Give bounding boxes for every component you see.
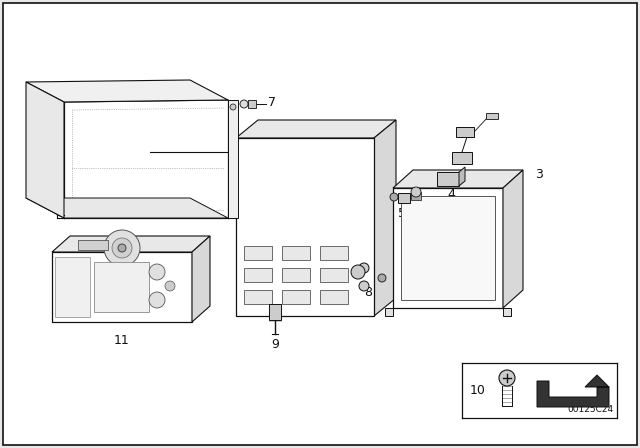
Bar: [78, 240, 108, 250]
Polygon shape: [26, 82, 64, 218]
Text: 6: 6: [412, 206, 420, 219]
Polygon shape: [398, 193, 410, 203]
Polygon shape: [459, 167, 465, 186]
Circle shape: [411, 187, 421, 197]
Bar: [52, 252, 192, 322]
Circle shape: [230, 104, 236, 110]
Text: 4: 4: [447, 188, 455, 201]
Text: 7: 7: [268, 95, 276, 108]
Bar: [282, 290, 310, 304]
Bar: [244, 290, 272, 304]
Polygon shape: [26, 80, 228, 102]
Text: 10: 10: [470, 383, 486, 396]
Polygon shape: [374, 120, 396, 316]
Circle shape: [118, 244, 126, 252]
Bar: [55, 257, 90, 317]
Text: 11: 11: [114, 333, 130, 346]
Bar: [236, 138, 374, 316]
Circle shape: [359, 263, 369, 273]
Polygon shape: [452, 152, 472, 164]
Bar: [244, 268, 272, 282]
Text: 3: 3: [535, 168, 543, 181]
Polygon shape: [503, 170, 523, 308]
Polygon shape: [456, 127, 474, 137]
Circle shape: [359, 281, 369, 291]
Polygon shape: [411, 192, 421, 200]
Polygon shape: [269, 304, 281, 320]
Text: 8: 8: [364, 285, 372, 298]
Bar: [393, 188, 503, 308]
Bar: [94, 262, 149, 312]
Bar: [244, 246, 272, 260]
Bar: [320, 246, 348, 260]
Polygon shape: [236, 120, 396, 138]
Bar: [282, 268, 310, 282]
Polygon shape: [393, 170, 523, 188]
Circle shape: [104, 230, 140, 266]
Circle shape: [240, 100, 248, 108]
Circle shape: [165, 281, 175, 291]
Circle shape: [351, 265, 365, 279]
Polygon shape: [192, 236, 210, 322]
Polygon shape: [385, 308, 393, 316]
Polygon shape: [437, 172, 459, 186]
Text: 9: 9: [271, 337, 279, 350]
Text: 5: 5: [398, 207, 406, 220]
Polygon shape: [228, 100, 238, 218]
Polygon shape: [486, 113, 498, 119]
Polygon shape: [537, 375, 609, 407]
Text: 1: 1: [247, 161, 255, 175]
Circle shape: [149, 264, 165, 280]
Bar: [320, 268, 348, 282]
Circle shape: [149, 292, 165, 308]
Bar: [320, 290, 348, 304]
Circle shape: [390, 193, 398, 201]
Polygon shape: [503, 308, 511, 316]
Text: 00125C24: 00125C24: [567, 405, 613, 414]
Circle shape: [378, 274, 386, 282]
Text: 2: 2: [247, 146, 255, 159]
Polygon shape: [26, 198, 228, 218]
Circle shape: [112, 238, 132, 258]
Circle shape: [499, 370, 515, 386]
Bar: [282, 246, 310, 260]
Polygon shape: [248, 100, 256, 108]
Polygon shape: [52, 236, 210, 252]
Bar: [401, 196, 495, 300]
